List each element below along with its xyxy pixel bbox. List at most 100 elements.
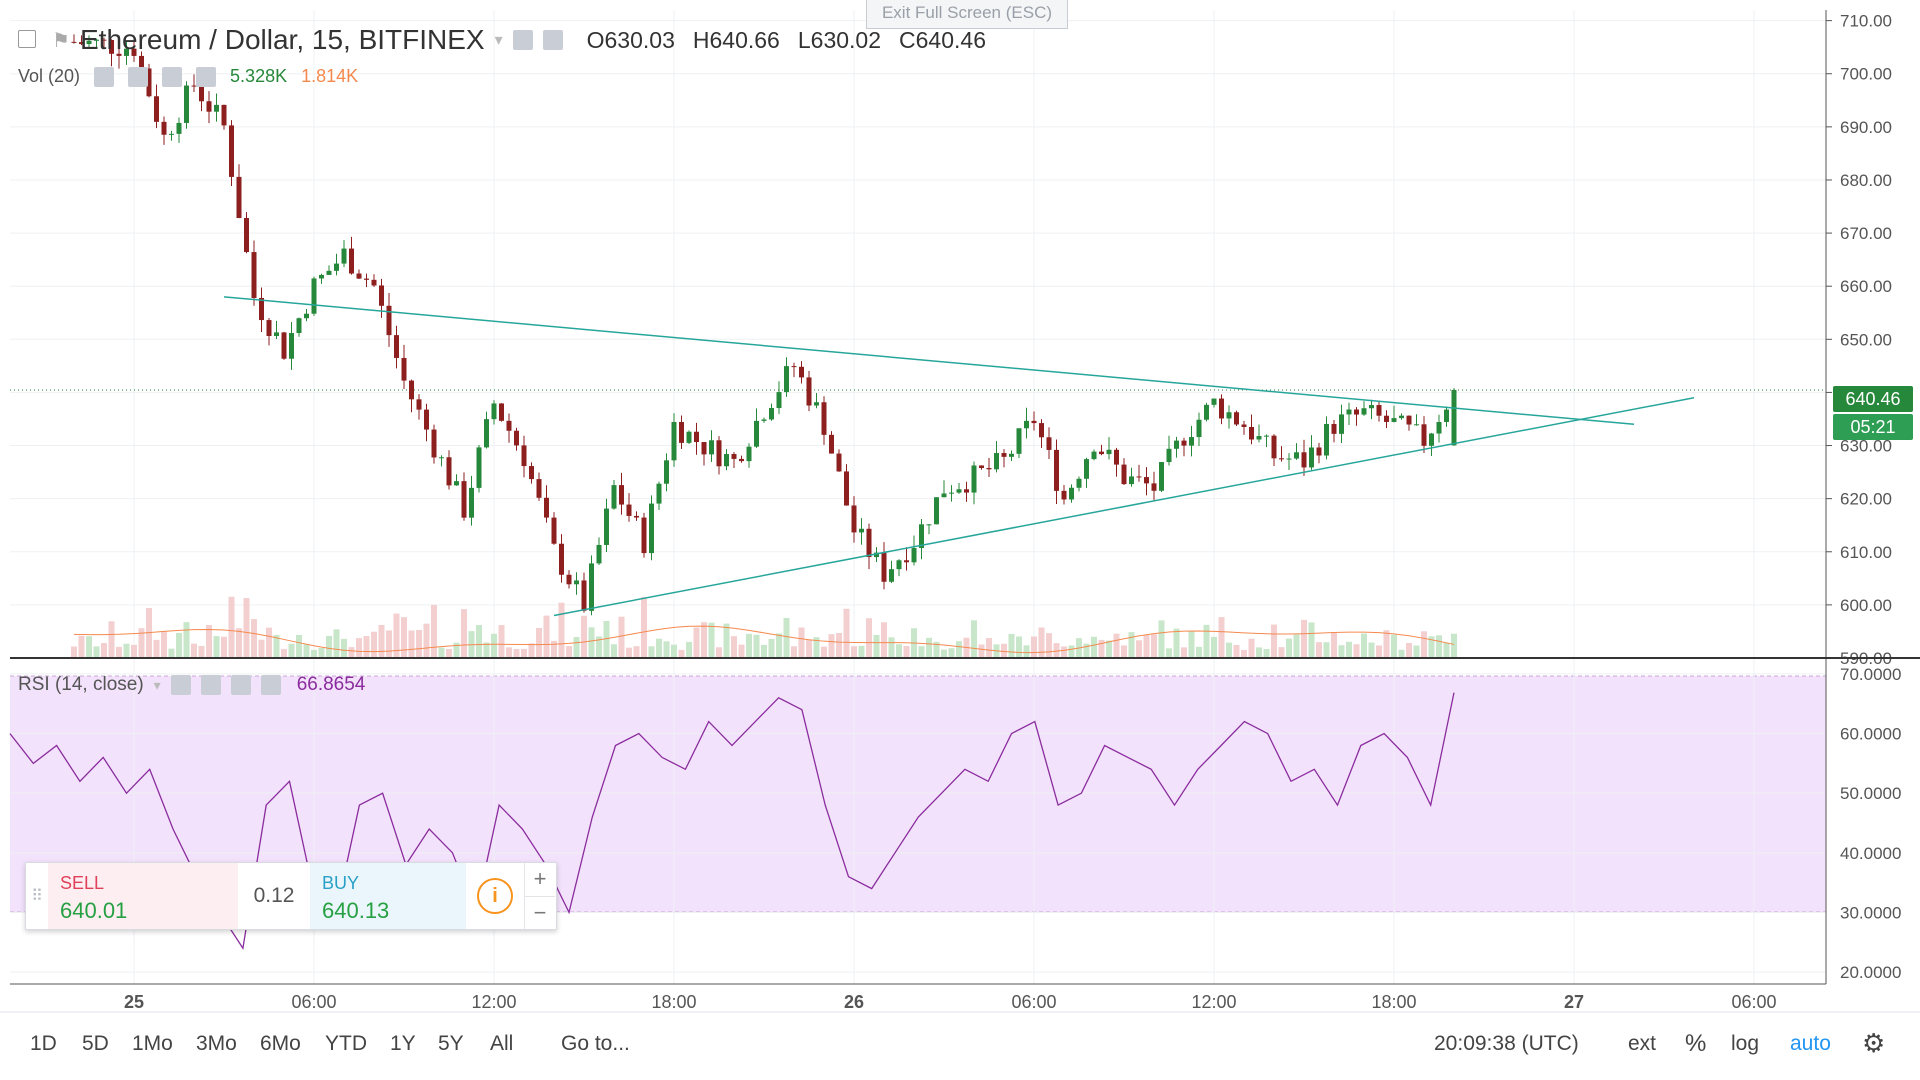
goto-button[interactable]: Go to... [561, 1032, 630, 1055]
time-tick-label: 25 [124, 992, 144, 1012]
candle-body [1114, 449, 1119, 465]
volume-bar [933, 641, 940, 658]
timeframe-ytd[interactable]: YTD [325, 1032, 367, 1055]
candle-body [716, 440, 722, 467]
candle-body [1226, 412, 1232, 419]
volume-bar [168, 648, 175, 658]
candle-body [754, 420, 759, 447]
candle-body [574, 580, 579, 585]
volume-label[interactable]: Vol (20) [18, 66, 81, 86]
volume-bar [183, 622, 190, 658]
candle-body [161, 121, 167, 135]
gear-icon[interactable] [542, 30, 563, 50]
buy-button[interactable]: BUY 640.13 [310, 863, 466, 929]
collapse-icon[interactable] [18, 30, 36, 48]
volume-bar [86, 636, 92, 658]
timeframe-all[interactable]: All [490, 1032, 514, 1055]
timeframe-5y[interactable]: 5Y [438, 1032, 464, 1055]
volume-bar [783, 617, 790, 658]
volume-bar [1128, 632, 1135, 658]
candle-body [79, 42, 84, 45]
volume-bar [1016, 636, 1022, 658]
time-tick-label: 18:00 [1371, 992, 1416, 1012]
candle-body [641, 517, 647, 554]
candle-body [409, 380, 414, 400]
timeframe-1y[interactable]: 1Y [390, 1032, 416, 1055]
timeframe-3mo[interactable]: 3Mo [196, 1032, 237, 1055]
timeframe-1d[interactable]: 1D [30, 1032, 57, 1055]
timeframe-5d[interactable]: 5D [82, 1032, 109, 1055]
chevron-down-icon[interactable]: ▾ [153, 676, 161, 693]
volume-bar [1436, 635, 1442, 658]
plus-icon[interactable] [230, 675, 251, 695]
chevron-down-icon[interactable]: ▾ [494, 32, 503, 49]
trendline[interactable] [553, 397, 1695, 617]
close-icon[interactable] [260, 675, 281, 695]
candle-body [686, 431, 692, 443]
volume-bar [281, 649, 287, 658]
plus-button[interactable]: + [525, 863, 555, 897]
volume-bar [438, 647, 445, 658]
volume-bar [858, 645, 865, 658]
eye-icon[interactable] [94, 66, 115, 87]
info-button[interactable]: i [466, 863, 524, 929]
volume-bar [356, 638, 362, 658]
candle-body [551, 517, 557, 544]
gear-icon[interactable] [200, 675, 221, 695]
volume-bar [1316, 642, 1322, 658]
candle-body [791, 366, 797, 368]
volume-bar [1353, 644, 1360, 658]
candle-body [1241, 424, 1247, 428]
candle-body [926, 524, 932, 526]
volume-bar [378, 624, 385, 658]
close-icon[interactable] [196, 66, 217, 87]
auto-toggle[interactable]: auto [1790, 1032, 1831, 1055]
volume-bar [1301, 619, 1307, 658]
candle-body [521, 445, 527, 467]
volume-bar [1391, 634, 1397, 658]
timeframe-1mo[interactable]: 1Mo [132, 1032, 173, 1055]
candle-body [911, 548, 917, 563]
exit-fullscreen-hint[interactable]: Exit Full Screen (ESC) [866, 0, 1068, 29]
volume-bar [446, 649, 452, 658]
drag-handle-icon[interactable]: ⠿ [31, 888, 43, 905]
plus-icon[interactable] [162, 66, 183, 87]
volume-bar [1331, 632, 1337, 658]
candle-body [589, 563, 594, 611]
candle-body [386, 305, 392, 336]
candle-body [986, 467, 992, 470]
gear-icon[interactable]: ⚙ [1862, 1028, 1886, 1058]
candle-body [799, 366, 804, 378]
volume-bar [551, 640, 557, 658]
ext-toggle[interactable]: ext [1628, 1032, 1657, 1055]
volume-bar [648, 646, 655, 658]
candle-body [424, 409, 429, 430]
sell-button[interactable]: SELL 640.01 [48, 863, 238, 929]
candle-body [86, 40, 92, 45]
rsi-label[interactable]: RSI (14, close) [18, 674, 144, 695]
eye-icon[interactable] [512, 30, 533, 50]
trendline[interactable] [223, 296, 1635, 426]
symbol-title[interactable]: Ethereum / Dollar, 15, BITFINEX [80, 24, 485, 55]
candle-body [724, 454, 729, 467]
volume-bar [1428, 636, 1435, 658]
price-tick-label: 650.00 [1840, 330, 1892, 349]
volume-bar [213, 636, 220, 658]
candle-body [416, 399, 422, 410]
timeframe-6mo[interactable]: 6Mo [260, 1032, 301, 1055]
candle-body [1324, 423, 1329, 456]
candle-body [769, 408, 774, 420]
candle-body [1414, 424, 1419, 426]
candle-body [1024, 420, 1029, 429]
candle-body [116, 53, 122, 56]
gear-icon[interactable] [128, 66, 149, 87]
percent-toggle[interactable]: % [1685, 1030, 1707, 1057]
volume-bar [828, 634, 835, 658]
candle-body [619, 485, 624, 505]
minus-button[interactable]: − [533, 899, 547, 925]
candle-body [979, 465, 984, 468]
volume-bar [896, 644, 902, 658]
eye-icon[interactable] [170, 675, 191, 695]
candle-body [1316, 447, 1322, 456]
log-toggle[interactable]: log [1731, 1032, 1760, 1055]
